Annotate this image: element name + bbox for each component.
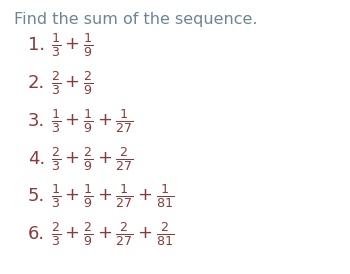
Text: 2.: 2. bbox=[28, 74, 45, 92]
Text: Find the sum of the sequence.: Find the sum of the sequence. bbox=[14, 12, 258, 27]
Text: 6.: 6. bbox=[28, 225, 45, 243]
Text: $\frac{2}{3} + \frac{2}{9} + \frac{2}{27} + \frac{2}{81}$: $\frac{2}{3} + \frac{2}{9} + \frac{2}{27… bbox=[51, 220, 174, 248]
Text: 4.: 4. bbox=[28, 150, 45, 168]
Text: $\frac{1}{3} + \frac{1}{9}$: $\frac{1}{3} + \frac{1}{9}$ bbox=[51, 31, 93, 59]
Text: 5.: 5. bbox=[28, 187, 45, 206]
Text: 3.: 3. bbox=[28, 112, 45, 130]
Text: $\frac{2}{3} + \frac{2}{9} + \frac{2}{27}$: $\frac{2}{3} + \frac{2}{9} + \frac{2}{27… bbox=[51, 145, 133, 173]
Text: $\frac{1}{3} + \frac{1}{9} + \frac{1}{27} + \frac{1}{81}$: $\frac{1}{3} + \frac{1}{9} + \frac{1}{27… bbox=[51, 182, 174, 210]
Text: $\frac{1}{3} + \frac{1}{9} + \frac{1}{27}$: $\frac{1}{3} + \frac{1}{9} + \frac{1}{27… bbox=[51, 107, 133, 135]
Text: $\frac{2}{3} + \frac{2}{9}$: $\frac{2}{3} + \frac{2}{9}$ bbox=[51, 69, 93, 97]
Text: 1.: 1. bbox=[28, 36, 45, 54]
